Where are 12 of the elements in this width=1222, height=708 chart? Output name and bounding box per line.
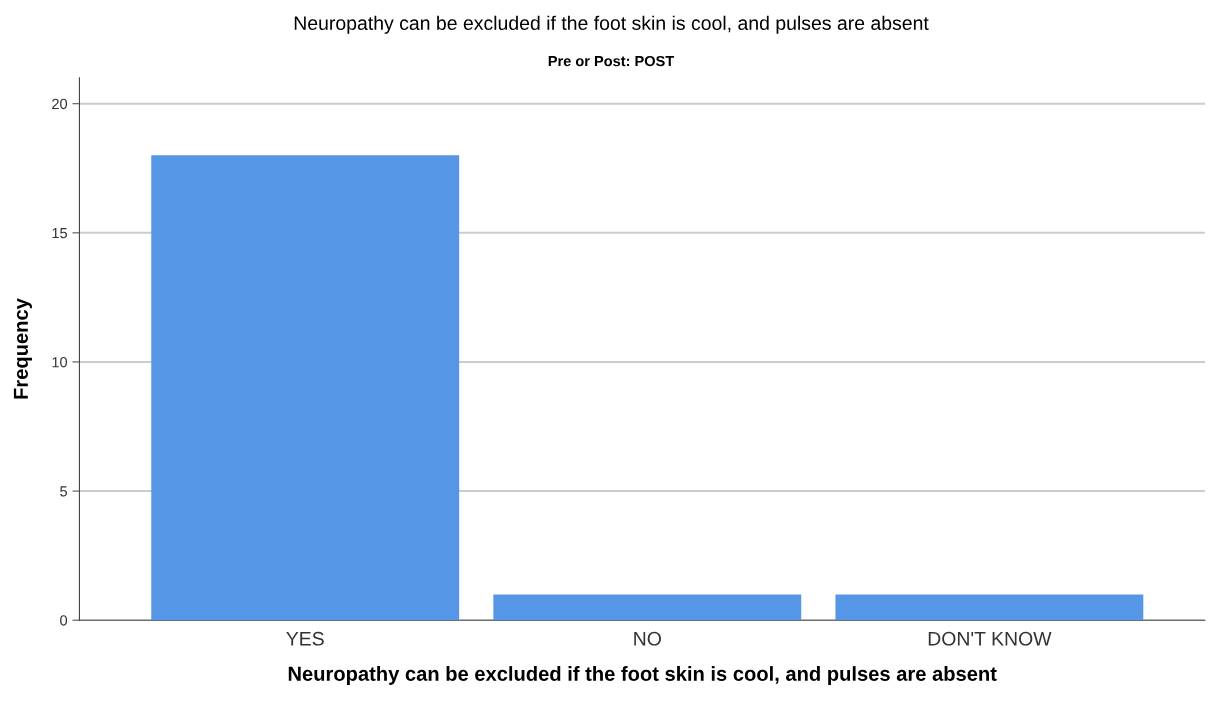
y-tick-label: 10 bbox=[52, 357, 68, 368]
y-tick-label: 5 bbox=[60, 486, 68, 497]
chart-title: Neuropathy can be excluded if the foot skin is cool, and pulses are absent bbox=[294, 15, 929, 34]
x-axis-title: Neuropathy can be excluded if the foot skin is cool, and pulses are absent bbox=[288, 666, 997, 685]
x-tick-label: NO bbox=[634, 631, 661, 646]
chart-subtitle: Pre or Post: POST bbox=[548, 55, 675, 67]
y-axis-title: Frequency bbox=[13, 298, 32, 399]
y-tick-label: 20 bbox=[52, 98, 68, 110]
x-tick-label: DON'T KNOW bbox=[928, 631, 1052, 646]
y-tick-label: 0 bbox=[60, 615, 68, 626]
y-tick-label: 15 bbox=[52, 228, 68, 239]
x-tick-label: YES bbox=[286, 631, 324, 646]
